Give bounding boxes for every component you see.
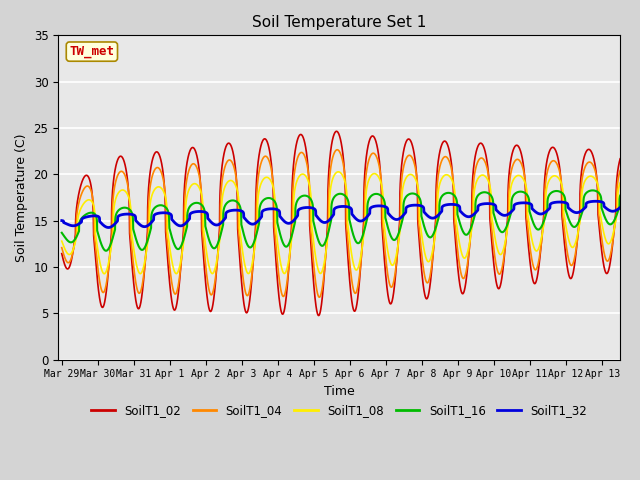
Line: SoilT1_04: SoilT1_04 (61, 150, 620, 297)
SoilT1_16 (58, 230, 65, 236)
SoilT1_04 (271, 226, 278, 232)
SoilT1_16 (616, 193, 624, 199)
Legend: SoilT1_02, SoilT1_04, SoilT1_08, SoilT1_16, SoilT1_32: SoilT1_02, SoilT1_04, SoilT1_08, SoilT1_… (86, 399, 592, 422)
SoilT1_16 (480, 190, 488, 195)
SoilT1_02 (531, 280, 538, 286)
Line: SoilT1_16: SoilT1_16 (61, 191, 620, 251)
SoilT1_08 (100, 271, 108, 276)
SoilT1_08 (58, 238, 65, 244)
SoilT1_02 (58, 251, 65, 256)
SoilT1_04 (480, 157, 488, 163)
SoilT1_16 (516, 189, 524, 194)
Line: SoilT1_08: SoilT1_08 (61, 172, 620, 274)
SoilT1_04 (58, 245, 65, 251)
SoilT1_32 (271, 206, 278, 212)
SoilT1_32 (222, 210, 230, 216)
Y-axis label: Soil Temperature (C): Soil Temperature (C) (15, 133, 28, 262)
SoilT1_32 (480, 201, 488, 207)
SoilT1_32 (616, 204, 624, 210)
SoilT1_32 (531, 208, 538, 214)
SoilT1_02 (222, 144, 230, 149)
SoilT1_08 (124, 191, 131, 197)
SoilT1_02 (271, 238, 278, 243)
Line: SoilT1_32: SoilT1_32 (61, 201, 620, 228)
SoilT1_02 (333, 129, 340, 134)
X-axis label: Time: Time (324, 385, 355, 398)
SoilT1_08 (516, 173, 524, 179)
SoilT1_08 (271, 193, 278, 199)
SoilT1_08 (480, 172, 488, 178)
SoilT1_02 (480, 144, 488, 150)
SoilT1_08 (335, 169, 342, 175)
SoilT1_16 (531, 222, 538, 228)
SoilT1_04 (333, 147, 341, 153)
SoilT1_04 (516, 159, 524, 165)
Title: Soil Temperature Set 1: Soil Temperature Set 1 (252, 15, 426, 30)
Line: SoilT1_02: SoilT1_02 (61, 132, 620, 315)
SoilT1_02 (616, 156, 624, 162)
Text: TW_met: TW_met (69, 45, 115, 58)
SoilT1_32 (124, 211, 131, 217)
SoilT1_32 (104, 225, 112, 230)
SoilT1_04 (222, 161, 230, 167)
SoilT1_02 (516, 148, 524, 154)
SoilT1_02 (124, 175, 131, 181)
SoilT1_04 (531, 266, 538, 272)
SoilT1_16 (222, 201, 230, 207)
SoilT1_08 (531, 245, 538, 251)
SoilT1_16 (589, 188, 596, 193)
SoilT1_02 (315, 312, 323, 318)
SoilT1_04 (316, 294, 323, 300)
SoilT1_16 (124, 205, 131, 211)
SoilT1_16 (271, 199, 278, 204)
SoilT1_08 (616, 180, 624, 186)
SoilT1_04 (616, 168, 624, 173)
SoilT1_16 (102, 248, 110, 253)
SoilT1_04 (124, 180, 131, 186)
SoilT1_32 (58, 218, 65, 224)
SoilT1_32 (592, 198, 600, 204)
SoilT1_32 (516, 200, 524, 206)
SoilT1_08 (222, 181, 230, 187)
